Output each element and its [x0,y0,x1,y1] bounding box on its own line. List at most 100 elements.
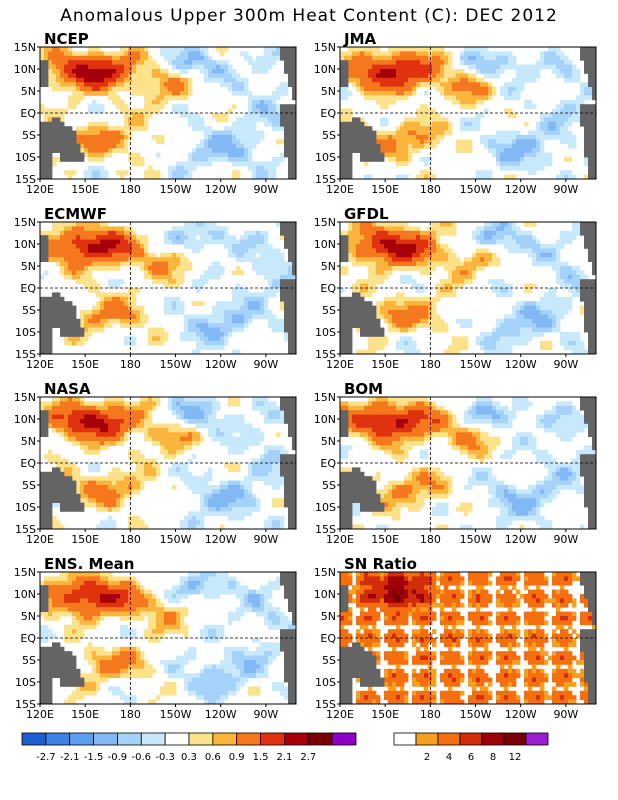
panel-title: SN Ratio [344,555,417,573]
lon-tick-label: 150W [460,183,492,196]
lat-tick-label: 15N [314,216,336,229]
colorbar-swatch [415,732,439,746]
panel-title: ENS. Mean [44,555,134,573]
colorbar-swatch [459,732,483,746]
colorbar-swatch [140,732,166,746]
lat-tick-label: 15S [15,348,36,361]
lat-tick-label: 10S [315,501,336,514]
lon-tick-label: 120E [26,708,54,721]
colorbar-label: 6 [468,752,474,763]
lon-tick-label: 120W [205,708,237,721]
lat-tick-label: 10N [314,63,336,76]
lon-tick-label: 180 [420,358,441,371]
lat-tick-label: 5N [321,85,336,98]
lon-tick-label: 120E [326,708,354,721]
lon-tick-label: 150W [460,533,492,546]
panel-title: NASA [44,380,91,398]
lon-tick-label: 120W [505,183,537,196]
lat-tick-label: 10S [315,151,336,164]
colorbar-swatch [525,732,549,746]
lon-tick-label: 90W [553,358,578,371]
colorbar-swatch [117,732,142,746]
lat-tick-label: 5S [22,654,36,667]
lon-tick-label: 150W [460,358,492,371]
lon-tick-label: 150E [371,183,399,196]
lat-tick-label: 15S [315,173,336,186]
colorbar-swatch [93,732,118,746]
lat-tick-label: 5N [21,610,36,623]
lon-tick-label: 120E [326,183,354,196]
colorbar-label: -0.9 [108,752,128,763]
lat-tick-label: 10N [14,413,36,426]
colorbar-swatch [212,732,238,746]
lat-tick-label: EQ [320,457,336,470]
lon-tick-label: 120W [505,708,537,721]
lat-tick-label: 15N [14,41,36,54]
colorbar-label: 2 [424,752,430,763]
lat-tick-label: EQ [20,457,36,470]
colorbar-swatch [188,732,214,746]
lat-tick-label: 15N [314,566,336,579]
lon-tick-label: 180 [120,708,141,721]
colorbar-label: -0.3 [155,752,175,763]
colorbar-label: -0.6 [132,752,152,763]
lon-tick-label: 180 [120,358,141,371]
lat-tick-label: 15N [14,566,36,579]
colorbar-label: 0.6 [205,752,221,763]
lon-tick-label: 120W [505,358,537,371]
lon-tick-label: 150W [160,708,192,721]
colorbar-label: 2.1 [276,752,292,763]
colorbar-swatch [284,732,309,746]
lon-tick-label: 180 [120,183,141,196]
colorbars: -2.7 -2.1 -1.5 -0.9 -0.6 -0.3 0.3 0.6 0.9 1.5 2.1 2… [21,732,549,763]
lon-tick-label: 120W [205,533,237,546]
lat-tick-label: 5S [322,129,336,142]
colorbar-swatch [236,732,261,746]
lon-tick-label: 150W [460,708,492,721]
lat-tick-label: 5N [321,435,336,448]
lon-tick-label: 90W [553,533,578,546]
lat-tick-label: 15S [15,173,36,186]
lon-tick-label: 180 [120,533,141,546]
lon-tick-label: 150E [371,358,399,371]
lon-tick-label: 120E [26,358,54,371]
sn-colorbar: 2 4 6 8 12 [393,732,549,763]
lat-tick-label: 5S [322,479,336,492]
lat-tick-label: 15N [14,216,36,229]
lat-tick-label: EQ [320,282,336,295]
lon-tick-label: 90W [553,183,578,196]
lon-tick-label: 120W [505,533,537,546]
lon-tick-label: 90W [553,708,578,721]
lon-tick-label: 90W [253,533,278,546]
lon-tick-label: 150E [371,708,399,721]
lat-tick-label: 15N [314,391,336,404]
panel-title: JMA [343,30,377,48]
lat-tick-label: 10S [15,501,36,514]
lon-tick-label: 180 [420,708,441,721]
lat-tick-label: 15S [315,348,336,361]
lat-tick-label: 10S [15,676,36,689]
lat-tick-label: EQ [320,107,336,120]
lat-tick-label: 5S [322,304,336,317]
anomaly-colorbar: -2.7 -2.1 -1.5 -0.9 -0.6 -0.3 0.3 0.6 0.9 1.5 2.1 2… [21,732,357,763]
lon-tick-label: 90W [253,708,278,721]
lon-tick-label: 150E [71,183,99,196]
lon-tick-label: 150E [71,358,99,371]
lon-tick-label: 120W [205,358,237,371]
colorbar-label: -2.1 [60,752,80,763]
lat-tick-label: 5N [21,260,36,273]
colorbar-label: 12 [509,752,522,763]
lat-tick-label: 5S [22,304,36,317]
lat-tick-label: 10N [14,63,36,76]
colorbar-swatch [307,732,333,746]
panel-title: ECMWF [44,205,107,223]
colorbar-label: 4 [446,752,452,763]
colorbar-swatch [69,732,94,746]
lat-tick-label: EQ [20,632,36,645]
lat-tick-label: 10S [15,326,36,339]
